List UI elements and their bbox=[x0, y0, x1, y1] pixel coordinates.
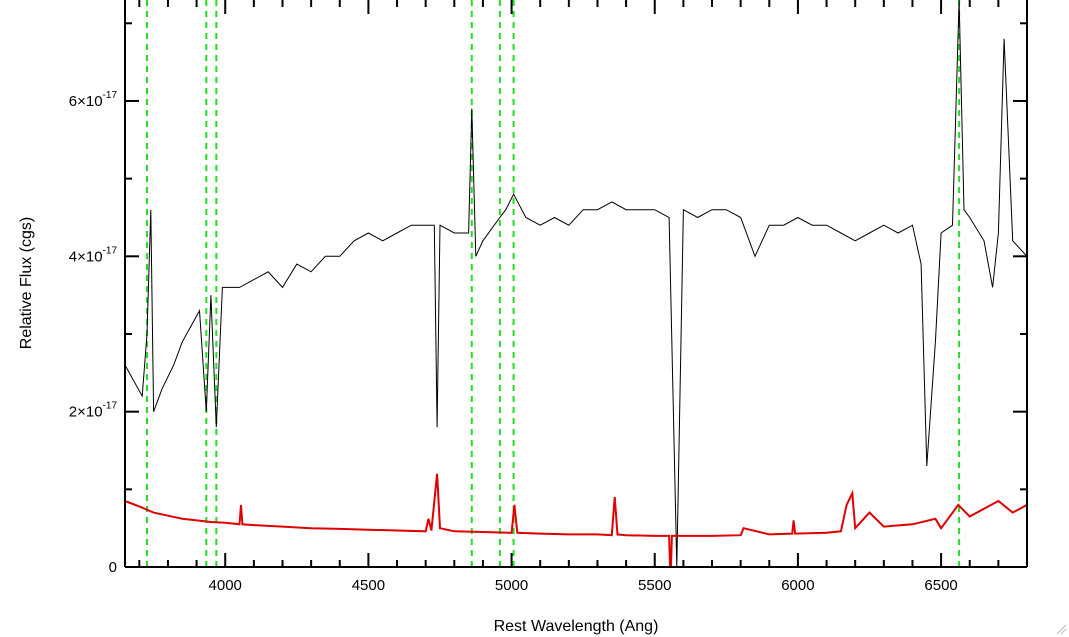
x-tick-label: 5500 bbox=[638, 577, 671, 594]
y-tick-label: 4×10-17 bbox=[69, 245, 118, 265]
x-axis-title: Rest Wavelength (Ang) bbox=[494, 618, 659, 635]
y-axis-title: Relative Flux (cgs) bbox=[18, 217, 35, 349]
x-tick-label: 6500 bbox=[924, 577, 957, 594]
x-tick-label: 6000 bbox=[781, 577, 814, 594]
x-tick-label: 4000 bbox=[209, 577, 242, 594]
ticks: 4000 4500 5000 5500 6000 6500 0 2×10-17 4×10-17 6… bbox=[69, 0, 1028, 594]
y-tick-label: 2×10-17 bbox=[69, 401, 118, 421]
reference-lines bbox=[146, 0, 961, 567]
axes bbox=[124, 0, 1028, 568]
series-line-0 bbox=[125, 0, 1027, 567]
resize-grip-icon[interactable] bbox=[1055, 623, 1067, 635]
y-tick-label: 0 bbox=[109, 559, 117, 576]
series-line-1 bbox=[125, 473, 1027, 567]
x-tick-label: 4500 bbox=[352, 577, 385, 594]
x-tick-label: 5000 bbox=[495, 577, 528, 594]
plot-area bbox=[125, 0, 1027, 567]
series-layer bbox=[125, 0, 1027, 567]
y-tick-label: 6×10-17 bbox=[69, 90, 118, 110]
